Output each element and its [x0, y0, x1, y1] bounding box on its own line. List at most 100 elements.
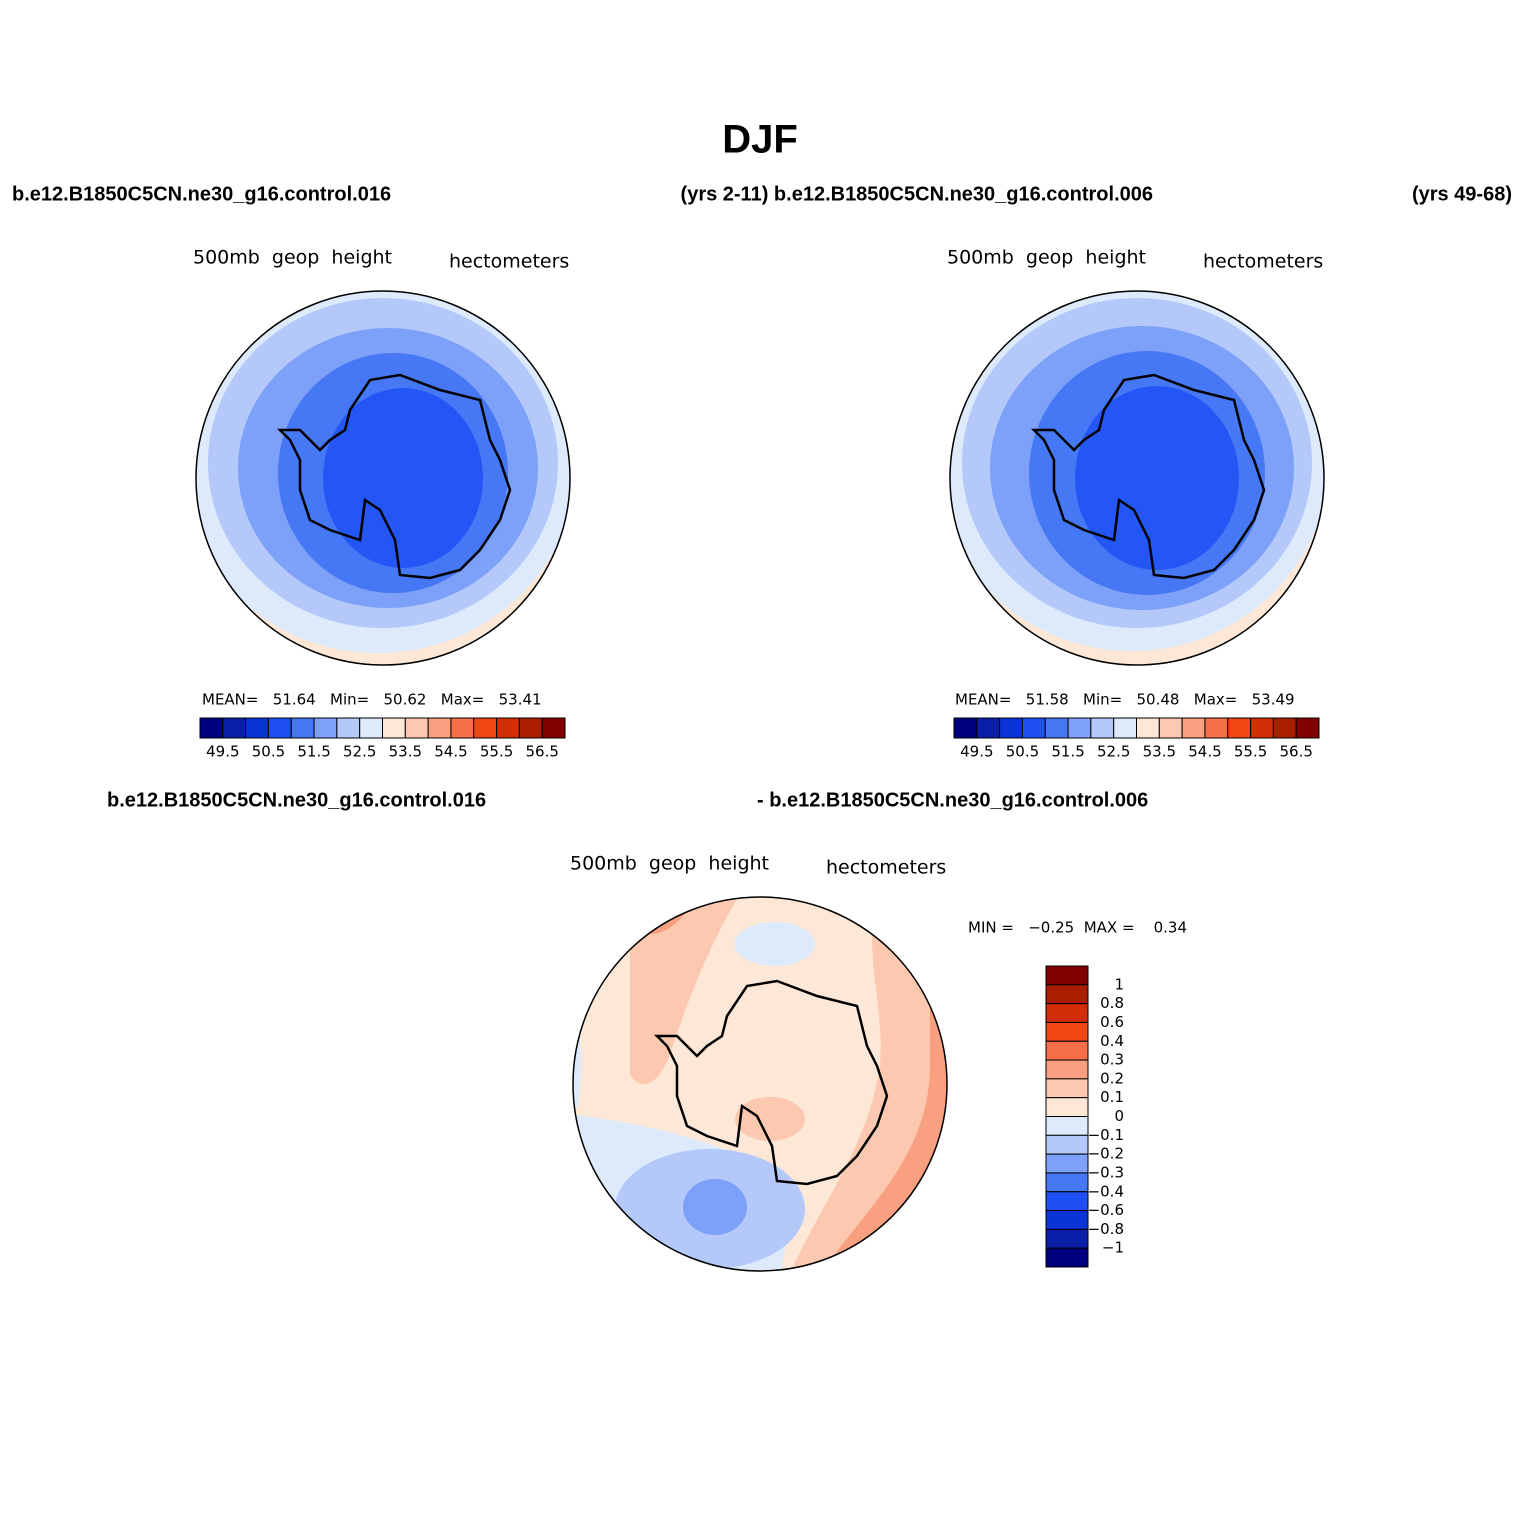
colorbar-box — [1067, 717, 1092, 739]
stats: MEAN= 51.58 Min= 50.48 Max= 53.49 — [955, 691, 1295, 709]
colorbar-box — [245, 717, 269, 739]
colorbar-label: 0 — [1114, 1107, 1124, 1125]
colorbar: 49.5 50.5 51.5 52.5 53.5 54.5 55.5 56.5 — [199, 717, 566, 761]
colorbar: 10.80.60.40.30.20.10−0.1−0.2−0.3−0.4−0.6… — [1045, 965, 1124, 1268]
colorbar-box — [1045, 1228, 1089, 1249]
colorbar-label: 49.5 — [960, 743, 993, 761]
colorbar-box — [1021, 717, 1046, 739]
colorbar-label: 0.8 — [1100, 994, 1124, 1012]
colorbar-label: 56.5 — [1279, 743, 1312, 761]
case-label: (yrs 49-68) — [1412, 183, 1512, 205]
colorbar-box — [1295, 717, 1320, 739]
colorbar-box — [382, 717, 406, 739]
variable-label: 500mb geop height — [193, 247, 392, 269]
colorbar-box — [1045, 965, 1089, 986]
colorbar-label: 0.3 — [1100, 1051, 1124, 1069]
colorbar-box — [267, 717, 292, 739]
colorbar-box — [1227, 717, 1252, 739]
colorbar-box — [1204, 717, 1229, 739]
colorbar-box — [1045, 1191, 1089, 1212]
colorbar-label: −0.2 — [1088, 1145, 1124, 1163]
colorbar-box — [450, 717, 475, 739]
colorbar-label: −0.6 — [1088, 1201, 1124, 1219]
colorbar-label: 55.5 — [480, 743, 513, 761]
colorbar-box — [1045, 1247, 1089, 1268]
colorbar-box — [404, 717, 429, 739]
colorbar-box — [976, 717, 1001, 739]
colorbar-label: −0.3 — [1088, 1163, 1124, 1181]
colorbar-label: −0.4 — [1088, 1182, 1124, 1200]
map — [195, 290, 571, 666]
units-label: hectometers — [449, 251, 569, 273]
colorbar-box — [1181, 717, 1206, 739]
colorbar-label: 0.1 — [1100, 1088, 1124, 1106]
colorbar-box — [1250, 717, 1274, 739]
case-label: (yrs 2-11) b.e12.B1850C5CN.ne30_g16.cont… — [681, 183, 1153, 205]
colorbar-label: 51.5 — [1051, 743, 1084, 761]
colorbar-label: 0.4 — [1100, 1032, 1124, 1050]
colorbar-box — [1044, 717, 1069, 739]
variable-label: 500mb geop height — [947, 247, 1146, 269]
colorbar-box — [290, 717, 315, 739]
colorbar-label: 52.5 — [343, 743, 376, 761]
colorbar-label: 54.5 — [1188, 743, 1221, 761]
map — [572, 896, 948, 1272]
colorbar-box — [518, 717, 543, 739]
case-label: b.e12.B1850C5CN.ne30_g16.control.016 — [107, 789, 486, 811]
colorbar-box — [1045, 1003, 1089, 1023]
colorbar-box — [1045, 1040, 1089, 1061]
colorbar-box — [1272, 717, 1297, 739]
colorbar-box — [999, 717, 1023, 739]
colorbar-box — [427, 717, 452, 739]
figure-title: DJF — [722, 118, 798, 162]
colorbar-box — [1045, 1078, 1089, 1099]
colorbar-label: 55.5 — [1234, 743, 1267, 761]
stats: MIN = −0.25 MAX = 0.34 — [968, 919, 1187, 937]
colorbar-box — [336, 717, 361, 739]
colorbar-box — [1045, 1134, 1089, 1155]
stats: MEAN= 51.64 Min= 50.62 Max= 53.41 — [202, 691, 542, 709]
colorbar-label: −1 — [1102, 1239, 1124, 1257]
colorbar-box — [496, 717, 520, 739]
colorbar-label: 54.5 — [434, 743, 467, 761]
case-label: - b.e12.B1850C5CN.ne30_g16.control.006 — [757, 789, 1148, 811]
colorbar-box — [953, 717, 978, 739]
colorbar-label: −0.1 — [1088, 1126, 1124, 1144]
colorbar-box — [1045, 1021, 1089, 1042]
map — [949, 290, 1325, 666]
colorbar-label: 0.2 — [1100, 1069, 1124, 1087]
colorbar-label: 53.5 — [1143, 743, 1176, 761]
colorbar-box — [1045, 984, 1089, 1005]
colorbar-box — [1158, 717, 1183, 739]
colorbar-label: 52.5 — [1097, 743, 1130, 761]
colorbar-box — [1045, 1210, 1089, 1230]
colorbar: 49.5 50.5 51.5 52.5 53.5 54.5 55.5 56.5 — [953, 717, 1320, 761]
colorbar-label: −0.8 — [1088, 1220, 1124, 1238]
colorbar-label: 50.5 — [252, 743, 285, 761]
case-label: b.e12.B1850C5CN.ne30_g16.control.016 — [12, 183, 391, 205]
units-label: hectometers — [1203, 251, 1323, 273]
colorbar-box — [222, 717, 247, 739]
colorbar-box — [199, 717, 224, 739]
colorbar-box — [473, 717, 498, 739]
colorbar-box — [1113, 717, 1137, 739]
colorbar-label: 56.5 — [525, 743, 558, 761]
colorbar-box — [1045, 1172, 1089, 1193]
colorbar-box — [1045, 1116, 1089, 1136]
colorbar-label: 53.5 — [389, 743, 422, 761]
colorbar-box — [359, 717, 383, 739]
colorbar-label: 1 — [1114, 975, 1124, 993]
units-label: hectometers — [826, 857, 946, 879]
colorbar-label: 0.6 — [1100, 1013, 1124, 1031]
colorbar-box — [1045, 1059, 1089, 1080]
colorbar-box — [313, 717, 338, 739]
variable-label: 500mb geop height — [570, 853, 769, 875]
colorbar-label: 49.5 — [206, 743, 239, 761]
colorbar-label: 50.5 — [1006, 743, 1039, 761]
colorbar-box — [1045, 1097, 1089, 1117]
colorbar-box — [541, 717, 566, 739]
colorbar-box — [1136, 717, 1160, 739]
colorbar-box — [1045, 1153, 1089, 1174]
colorbar-box — [1090, 717, 1115, 739]
